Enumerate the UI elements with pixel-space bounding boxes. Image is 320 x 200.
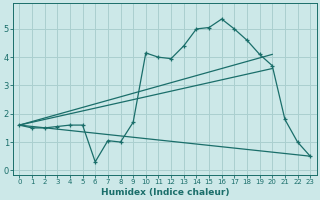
X-axis label: Humidex (Indice chaleur): Humidex (Indice chaleur) (100, 188, 229, 197)
